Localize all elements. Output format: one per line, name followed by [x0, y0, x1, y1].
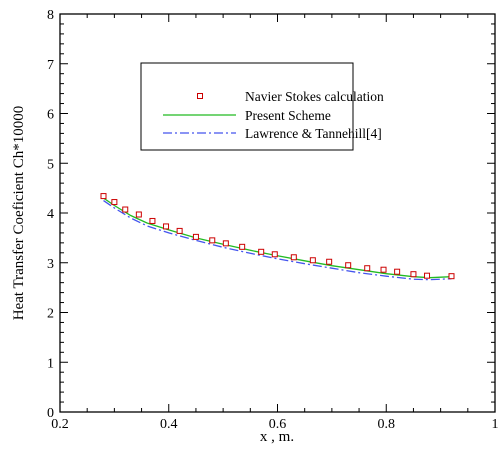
data-point-marker — [122, 206, 129, 213]
y-tick-label: 2 — [47, 307, 54, 322]
data-point-marker — [309, 257, 316, 264]
data-point-marker — [410, 271, 417, 278]
data-point-marker — [100, 193, 107, 200]
data-point-marker — [448, 273, 455, 280]
y-tick-label: 3 — [47, 257, 54, 272]
data-point-marker — [209, 237, 216, 244]
series-layer — [100, 193, 455, 281]
data-point-marker — [290, 254, 297, 261]
x-tick-label: 0.6 — [269, 417, 287, 432]
data-point-marker — [326, 258, 333, 265]
y-tick-label: 5 — [47, 157, 54, 172]
series-line — [103, 197, 452, 279]
y-tick-label: 6 — [47, 108, 54, 123]
legend-label: Lawrence & Tannehill[4] — [245, 126, 382, 141]
y-tick-label: 8 — [47, 8, 54, 23]
legend-box — [140, 62, 354, 151]
data-point-marker — [222, 240, 229, 247]
y-tick-label: 7 — [47, 58, 54, 73]
data-point-marker — [163, 223, 170, 230]
data-point-marker — [424, 272, 431, 279]
series-line — [103, 200, 452, 281]
data-point-marker — [394, 268, 401, 275]
data-point-marker — [364, 265, 371, 272]
legend-marker — [197, 93, 203, 99]
axis-tick-labels: 0.2 0.4 0.6 0.8 1 0 1 2 3 4 5 6 7 8 — [47, 8, 499, 432]
data-point-marker — [176, 227, 183, 234]
x-tick-label: 0.2 — [51, 417, 69, 432]
data-point-marker — [149, 217, 156, 224]
y-tick-label: 4 — [47, 207, 54, 222]
data-point-marker — [135, 211, 142, 218]
data-point-marker — [271, 251, 278, 258]
legend: Navier Stokes calculation Present Scheme L… — [140, 62, 384, 151]
data-point-marker — [258, 248, 265, 255]
axis-ticks — [59, 13, 496, 413]
data-point-marker — [239, 243, 246, 250]
data-point-marker — [345, 262, 352, 269]
data-point-marker — [111, 199, 118, 206]
x-tick-label: 1 — [492, 417, 499, 432]
data-point-marker — [380, 266, 387, 273]
y-tick-label: 1 — [47, 356, 54, 371]
legend-label: Present Scheme — [245, 108, 331, 123]
x-tick-label: 0.8 — [378, 417, 396, 432]
y-tick-label: 0 — [47, 406, 54, 421]
x-tick-label: 0.4 — [160, 417, 178, 432]
y-axis-title: Heat Transfer Coeficient Ch*10000 — [11, 106, 27, 321]
data-point-marker — [192, 233, 199, 240]
legend-label: Navier Stokes calculation — [245, 89, 384, 104]
x-axis-title: x , m. — [260, 429, 294, 445]
